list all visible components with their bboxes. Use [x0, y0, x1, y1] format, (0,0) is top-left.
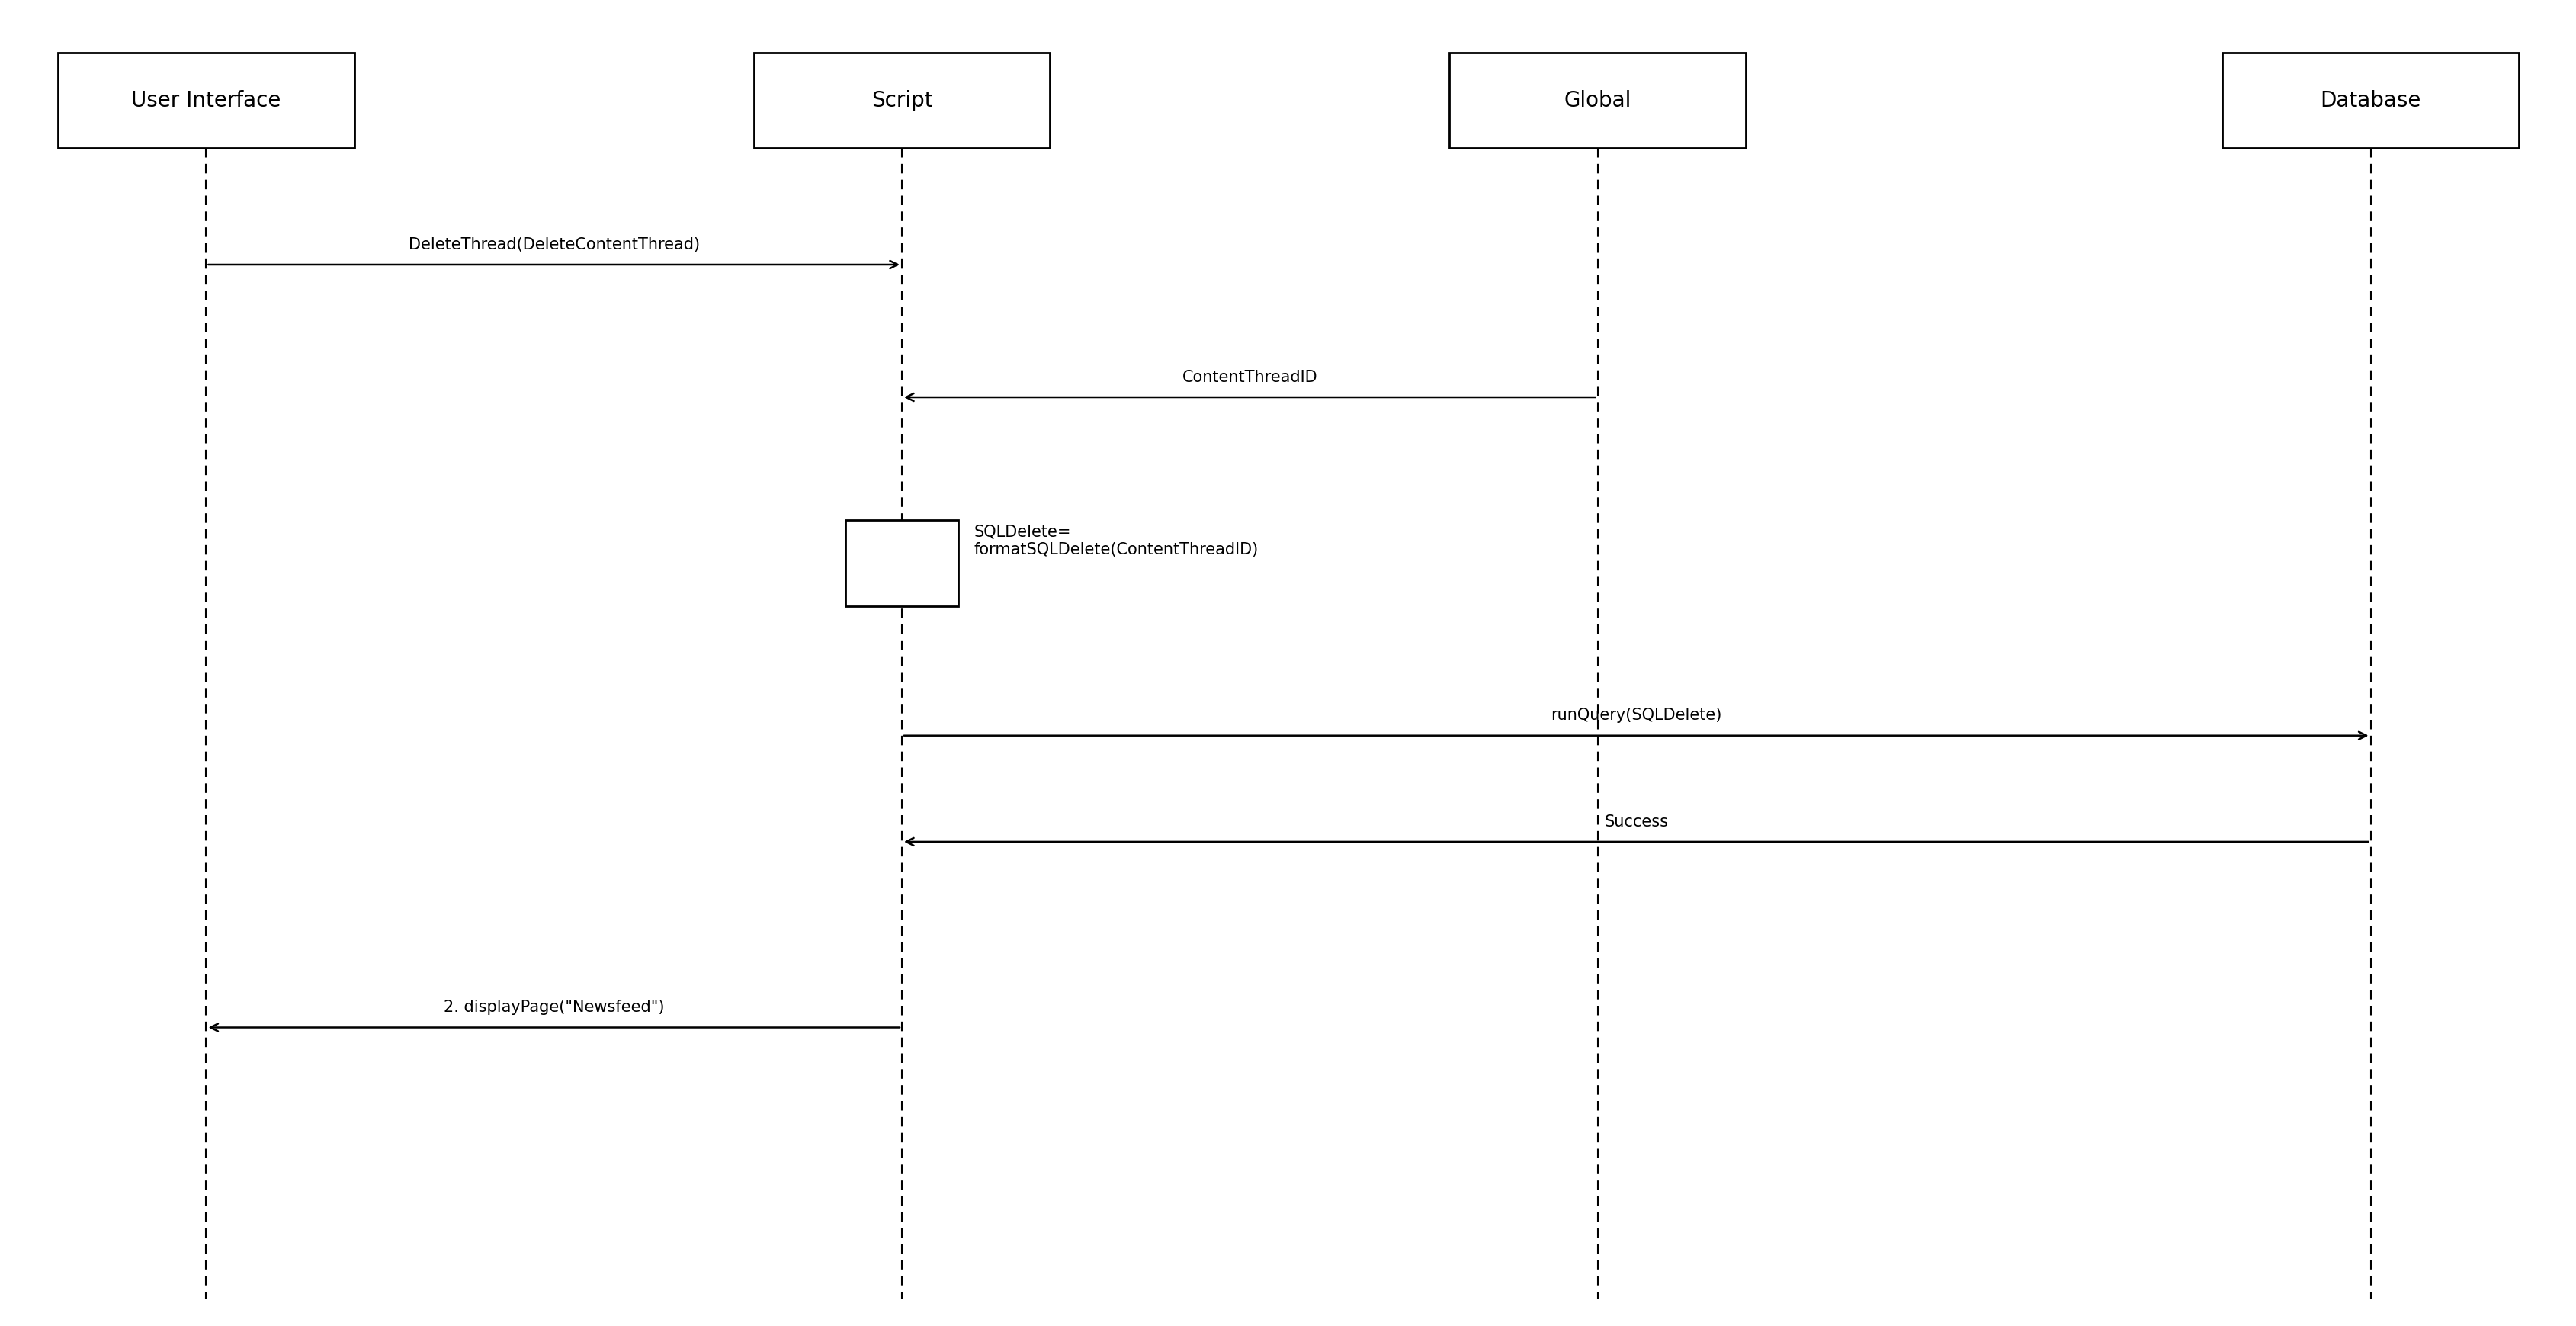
Text: runQuery(SQLDelete): runQuery(SQLDelete) [1551, 708, 1721, 723]
Bar [57, 53, 355, 149]
Bar [1448, 53, 1747, 149]
Bar [845, 521, 958, 607]
Text: 2. displayPage("Newsfeed"): 2. displayPage("Newsfeed") [443, 1000, 665, 1014]
Text: User Interface: User Interface [131, 90, 281, 111]
Text: Success: Success [1605, 814, 1667, 829]
Text: ContentThreadID: ContentThreadID [1182, 370, 1316, 385]
Bar [2221, 53, 2519, 149]
Text: Global: Global [1564, 90, 1631, 111]
Text: Script: Script [871, 90, 933, 111]
Bar [755, 53, 1051, 149]
Text: Database: Database [2318, 90, 2421, 111]
Text: SQLDelete=
formatSQLDelete(ContentThreadID): SQLDelete= formatSQLDelete(ContentThread… [974, 524, 1257, 557]
Text: DeleteThread(DeleteContentThread): DeleteThread(DeleteContentThread) [407, 237, 701, 252]
